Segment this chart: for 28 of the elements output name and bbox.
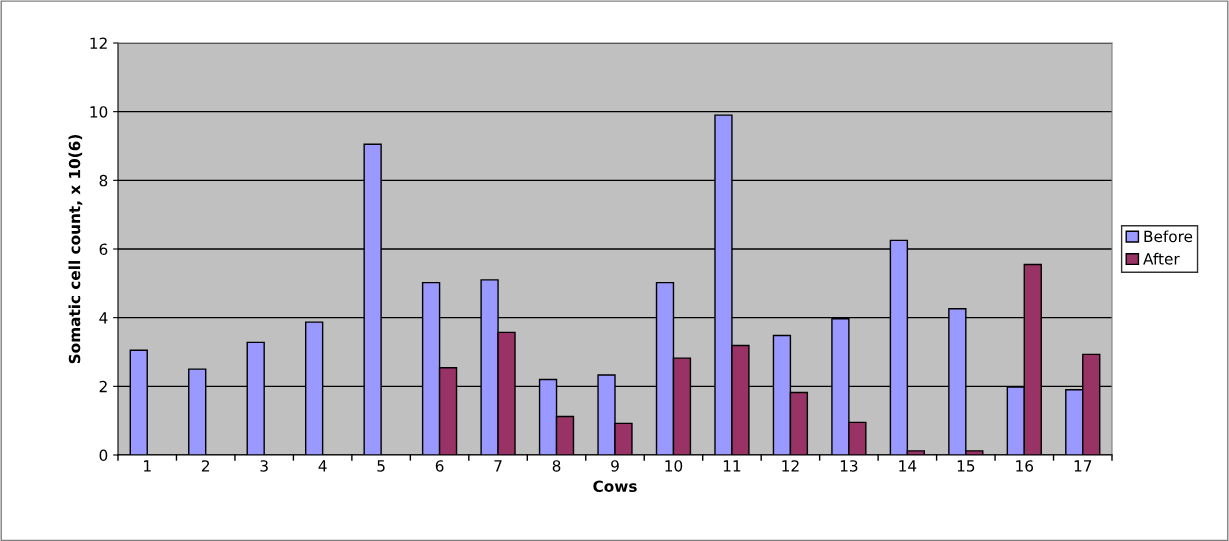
y-tick-label: 4 [99,312,108,324]
y-tick-label: 6 [99,243,108,256]
x-tick-label: 1 [144,460,151,472]
x-tick-label: 11 [723,460,741,472]
x-tick-label: 3 [260,460,268,472]
y-tick-label: 0 [99,449,108,462]
x-tick-label: 2 [201,460,210,472]
y-tick-label: 2 [99,380,107,393]
x-tick-label: 12 [782,460,799,472]
x-tick-label: 7 [494,460,502,472]
y-tick-label: 12 [90,37,107,49]
x-tick-label: 6 [435,460,444,472]
x-tick-label: 9 [611,460,619,472]
x-tick-label: 5 [377,460,385,472]
y-tick-label: 10 [90,106,108,118]
x-tick-label: 14 [899,460,917,472]
y-axis-title: Somatic cell count, x 10(6) [68,135,83,364]
x-tick-label: 10 [665,460,683,472]
x-tick-label: 13 [840,460,858,472]
x-tick-label: 4 [318,460,327,472]
x-tick-label: 15 [957,460,975,472]
x-tick-label: 16 [1016,460,1034,472]
x-axis-title: Cows [593,480,637,493]
legend-label: Before [1144,230,1193,243]
x-tick-label: 17 [1074,460,1092,472]
legend-label: After [1143,252,1180,265]
y-tick-label: 8 [99,174,108,187]
x-tick-label: 8 [552,460,561,472]
